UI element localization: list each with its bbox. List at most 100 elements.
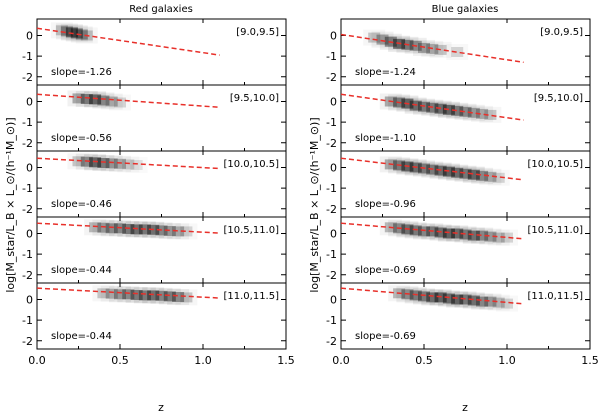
density-halo: [109, 286, 131, 303]
density-cell: [130, 160, 143, 170]
density-halo: [109, 95, 131, 111]
density-halo: [100, 93, 123, 110]
x-tick-label: 1.0: [498, 354, 516, 367]
density-cell: [55, 25, 68, 36]
red-y-axis-label: log[M_star/L_B × L_⊙/(h⁻¹M_⊙)]: [4, 117, 17, 292]
y-tick-label: -1: [22, 50, 33, 63]
density-cell: [476, 230, 489, 241]
density-halo: [454, 103, 477, 120]
density-halo: [371, 31, 394, 48]
y-tick-label: 0: [26, 30, 33, 43]
density-halo: [462, 227, 485, 244]
y-tick-label: -2: [22, 137, 33, 150]
density-cell: [180, 226, 193, 237]
y-tick-label: 0: [330, 228, 337, 241]
red-galaxies-chart: Red galaxies 0 -1 -2 [9.0,9.5] slope=-1.26 0 -…: [4, 4, 295, 414]
density-halo: [479, 293, 502, 310]
density-halo: [70, 26, 93, 43]
panel-3: 0 -1 -2 [10.0,10.5] slope=-0.46: [22, 150, 287, 218]
density-halo: [404, 287, 427, 304]
blue-y-axis-label: log[M_star/L_B × L_⊙/(h⁻¹M_⊙)]: [308, 117, 321, 292]
density-cell: [451, 167, 464, 178]
density-halo: [67, 90, 90, 107]
density-cell: [418, 42, 430, 53]
panel-1: 0 -1 -2 [9.0,9.5] slope=-1.24: [326, 18, 591, 86]
density-cell: [114, 97, 126, 108]
density-halo: [60, 24, 83, 41]
density-halo: [462, 104, 485, 121]
density-halo: [84, 219, 107, 236]
y-tick-label: 0: [26, 294, 33, 307]
y-tick-label: 0: [26, 162, 33, 175]
density-cell: [114, 289, 126, 300]
density-halo: [142, 287, 165, 304]
density-halo: [117, 286, 140, 303]
density-cell: [65, 27, 78, 38]
slope-label: slope=-0.69: [355, 331, 416, 342]
density-halo: [125, 221, 148, 238]
density-cell: [501, 298, 513, 309]
fit-line: [340, 222, 524, 240]
y-tick-label: -1: [22, 182, 33, 195]
density-cell: [467, 295, 480, 306]
density-cell: [122, 159, 135, 170]
fit-line: [36, 222, 220, 234]
y-tick-label: -1: [22, 314, 33, 327]
y-tick-label: -1: [326, 50, 337, 63]
density-cell: [476, 296, 489, 307]
y-tick-label: -2: [22, 335, 33, 348]
density-halo: [454, 226, 477, 243]
density-cell: [467, 107, 480, 118]
mass-range-label: [9.0,9.5]: [236, 27, 279, 38]
density-cell: [97, 222, 110, 233]
x-tick-label: 1.5: [277, 354, 295, 367]
density-cell: [130, 290, 143, 300]
density-cell: [163, 291, 176, 302]
density-halo: [150, 287, 173, 304]
density-halo: [446, 164, 469, 181]
y-tick-label: -2: [22, 269, 33, 282]
density-cell: [172, 292, 185, 302]
density-halo: [167, 289, 190, 305]
density-cell: [426, 292, 439, 303]
mass-range-label: [10.0,10.5]: [527, 159, 583, 170]
density-cell: [484, 231, 497, 242]
density-cell: [492, 297, 505, 308]
density-halo: [437, 225, 460, 242]
density-halo: [446, 44, 468, 60]
density-halo: [471, 167, 494, 184]
density-halo: [100, 285, 123, 302]
density-cell: [442, 228, 455, 239]
density-halo: [404, 222, 427, 239]
blue-x-axis-label: z: [462, 401, 468, 414]
panel-5: 0 -1 -2 [11.0,11.5] slope=-0.69: [326, 282, 591, 350]
density-halo: [175, 289, 197, 305]
panel-5: 0 -1 -2 [11.0,11.5] slope=-0.44: [22, 282, 287, 350]
panel-1: 0 -1 -2 [9.0,9.5] slope=-1.26: [22, 18, 287, 86]
density-halo: [496, 230, 518, 246]
panel-2: 0 -1 -2 [9.5,10.0] slope=-0.56: [22, 84, 287, 152]
density-cell: [122, 289, 135, 300]
panel-4: 0 -1 -2 [10.5,11.0] slope=-0.44: [22, 216, 287, 284]
fit-line: [36, 287, 220, 299]
x-tick-label: 0.5: [415, 354, 433, 367]
slope-label: slope=-1.10: [355, 133, 416, 144]
mass-range-label: [10.5,11.0]: [223, 225, 279, 236]
fit-line: [36, 93, 220, 109]
y-tick-label: -2: [326, 71, 337, 84]
y-tick-label: 0: [330, 162, 337, 175]
density-cell: [60, 26, 73, 37]
density-halo: [488, 170, 510, 186]
density-cell: [501, 232, 513, 243]
density-cell: [368, 32, 381, 43]
density-cell: [80, 94, 93, 104]
density-halo: [125, 287, 148, 303]
density-halo: [404, 97, 427, 114]
x-tick-label: 1.5: [581, 354, 599, 367]
density-halo: [413, 223, 435, 240]
density-cell: [476, 108, 489, 119]
density-halo: [479, 107, 501, 123]
y-tick-label: -1: [326, 116, 337, 129]
slope-label: slope=-0.56: [51, 133, 112, 144]
panel-3: 0 -1 -2 [10.0,10.5] slope=-0.96: [326, 150, 591, 218]
